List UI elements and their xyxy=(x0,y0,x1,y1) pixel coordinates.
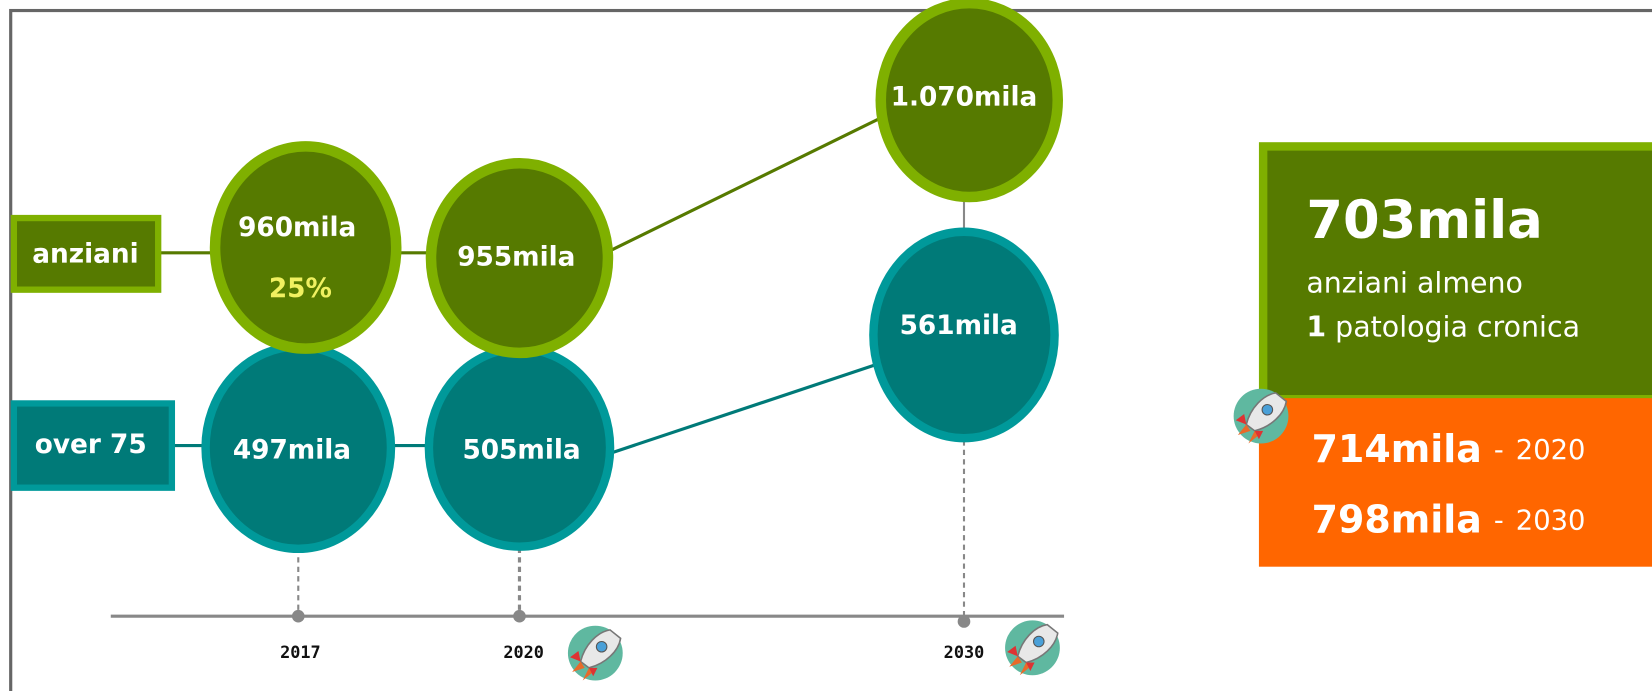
chronic-box xyxy=(1258,142,1652,404)
over75-circle xyxy=(869,227,1059,443)
timeline-dot xyxy=(957,615,971,628)
projection-value: 798mila xyxy=(1312,497,1482,541)
row-label-box xyxy=(10,400,176,491)
timeline-dot xyxy=(513,609,526,623)
connector xyxy=(610,361,881,455)
rocket-icon xyxy=(567,624,624,682)
rocket-icon xyxy=(1232,387,1290,445)
value-label: 505mila xyxy=(462,435,580,465)
row-label: anziani xyxy=(32,239,138,269)
value-label: 955mila xyxy=(457,243,575,273)
year-label: 2017 xyxy=(280,642,321,662)
timeline-dot xyxy=(291,609,305,623)
projection: 798mila - 2030 xyxy=(1312,497,1586,541)
chronic-text: 1 patologia cronica xyxy=(1306,311,1580,344)
share-label: 25% xyxy=(269,274,332,304)
separator: - xyxy=(1494,434,1504,465)
anziani-circle xyxy=(209,141,402,354)
value-label: 960mila xyxy=(238,213,356,243)
row-label-box xyxy=(10,214,162,293)
value-label: 497mila xyxy=(233,435,351,465)
rocket-icon xyxy=(1004,619,1061,676)
frame xyxy=(9,8,1652,691)
value-label: 1.070mila xyxy=(891,82,1038,112)
projection: 714mila - 2020 xyxy=(1312,426,1586,470)
chronic-text: anziani almeno xyxy=(1306,266,1523,299)
projection-year: 2020 xyxy=(1516,434,1586,465)
chronic-text: patologia cronica xyxy=(1335,311,1580,344)
connector xyxy=(605,114,886,255)
projection-box xyxy=(1258,398,1652,567)
anziani-circle xyxy=(425,158,614,359)
row-label: over 75 xyxy=(35,430,147,460)
separator: - xyxy=(1494,505,1504,536)
projection-year: 2030 xyxy=(1516,505,1586,536)
projection-value: 714mila xyxy=(1312,426,1482,470)
chronic-value: 703mila xyxy=(1306,190,1542,251)
anziani-circle xyxy=(875,0,1063,203)
year-label: 2030 xyxy=(944,642,985,662)
value-label: 561mila xyxy=(900,311,1018,341)
chronic-count: 1 xyxy=(1306,311,1326,344)
year-label: 2020 xyxy=(503,642,544,662)
